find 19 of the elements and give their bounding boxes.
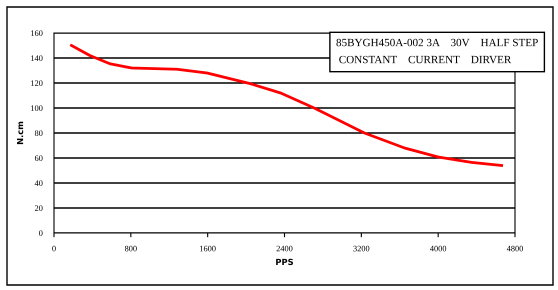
x-tick-label: 3200 <box>353 246 370 252</box>
x-axis-title: PPS <box>276 258 293 266</box>
annotation: 85BYGH450A-002 3A 30V HALF STEP CONSTANT CURRENT DIRVER <box>336 38 538 64</box>
y-tick-label: 140 <box>31 55 43 61</box>
y-tick-label: 80 <box>34 130 43 136</box>
x-tick-label: 4000 <box>430 246 446 252</box>
y-axis-title: N.cm <box>17 122 24 144</box>
y-tick-label: 100 <box>31 105 43 111</box>
y-tick-label: 40 <box>34 180 43 186</box>
y-tick-label: 160 <box>31 30 43 36</box>
y-tick-label: 60 <box>34 155 43 161</box>
x-tick-label: 800 <box>124 246 137 252</box>
y-tick-label: 120 <box>31 80 43 86</box>
x-tick-label: 1600 <box>200 246 216 252</box>
x-tick-label: 4800 <box>506 246 524 252</box>
x-tick-label: 0 <box>52 246 56 252</box>
x-tick-label: 2400 <box>276 246 293 252</box>
y-tick-label: 0 <box>39 230 43 236</box>
y-tick-label: 20 <box>34 205 43 211</box>
